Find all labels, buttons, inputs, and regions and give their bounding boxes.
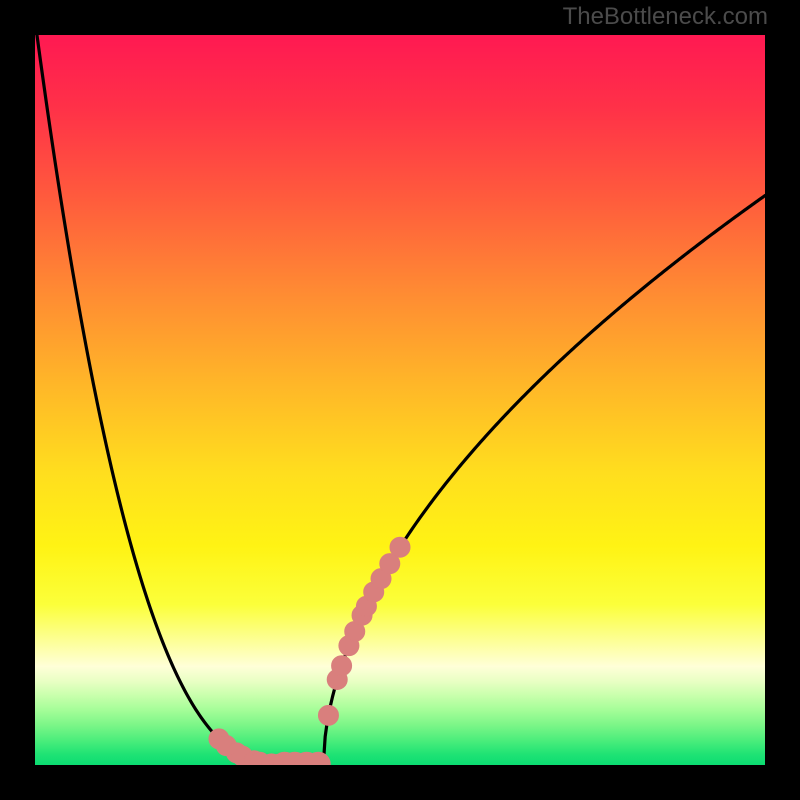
data-marker bbox=[332, 656, 352, 676]
data-marker bbox=[318, 705, 338, 725]
plot-area bbox=[35, 35, 765, 765]
bottleneck-curve bbox=[35, 35, 765, 764]
chart-stage: { "canvas": { "width": 800, "height": 80… bbox=[0, 0, 800, 800]
marker-group bbox=[209, 537, 410, 765]
data-marker bbox=[390, 537, 410, 557]
attribution-watermark: TheBottleneck.com bbox=[563, 3, 768, 31]
chart-svg bbox=[35, 35, 765, 765]
